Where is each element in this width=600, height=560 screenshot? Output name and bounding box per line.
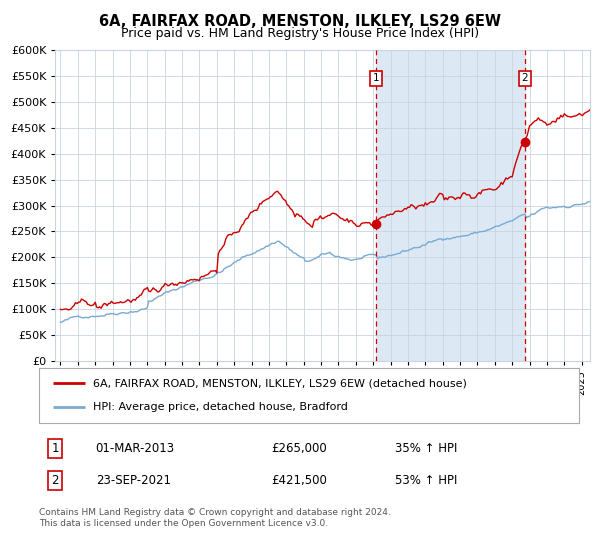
Text: 23-SEP-2021: 23-SEP-2021 [96,474,170,487]
Text: £265,000: £265,000 [271,442,327,455]
Text: HPI: Average price, detached house, Bradford: HPI: Average price, detached house, Brad… [93,403,348,412]
Text: 35% ↑ HPI: 35% ↑ HPI [395,442,458,455]
Text: Price paid vs. HM Land Registry's House Price Index (HPI): Price paid vs. HM Land Registry's House … [121,27,479,40]
Text: 53% ↑ HPI: 53% ↑ HPI [395,474,458,487]
Text: Contains HM Land Registry data © Crown copyright and database right 2024.
This d: Contains HM Land Registry data © Crown c… [39,508,391,528]
Text: 2: 2 [521,73,528,83]
Text: 2: 2 [52,474,59,487]
Text: 6A, FAIRFAX ROAD, MENSTON, ILKLEY, LS29 6EW (detached house): 6A, FAIRFAX ROAD, MENSTON, ILKLEY, LS29 … [93,379,467,388]
Text: 1: 1 [373,73,379,83]
Text: 6A, FAIRFAX ROAD, MENSTON, ILKLEY, LS29 6EW: 6A, FAIRFAX ROAD, MENSTON, ILKLEY, LS29 … [99,15,501,29]
Text: £421,500: £421,500 [271,474,327,487]
Text: 01-MAR-2013: 01-MAR-2013 [96,442,175,455]
Text: 1: 1 [52,442,59,455]
Bar [376,50,525,361]
